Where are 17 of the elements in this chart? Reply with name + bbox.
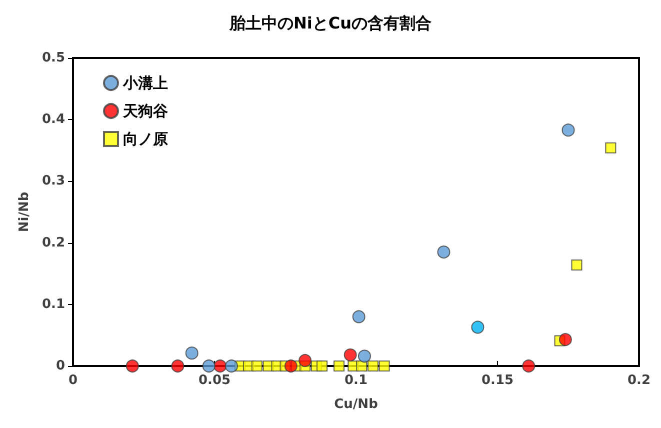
y-tick-label: 0.4 <box>42 112 65 128</box>
x-tick-label: 0 <box>68 373 78 388</box>
y-tick-label: 0.1 <box>42 296 65 312</box>
legend-label: 向ノ原 <box>123 130 168 148</box>
x-tick-label: 0.2 <box>627 373 651 388</box>
legend-label: 天狗谷 <box>122 102 169 120</box>
chart-title: 胎土中のNiとCuの含有割合 <box>228 14 432 32</box>
x-tick-label: 0.1 <box>344 373 368 388</box>
y-tick-label: 0.2 <box>42 235 65 250</box>
y-tick-label: 0 <box>56 358 65 374</box>
y-tick-label: 0.5 <box>42 50 65 66</box>
x-axis-title: Cu/Nb <box>334 397 378 412</box>
y-tick-label: 0.3 <box>42 174 65 189</box>
legend-label: 小溝上 <box>122 74 168 92</box>
y-axis-title: Ni/Nb <box>17 192 32 232</box>
x-tick-label: 0.05 <box>198 373 231 388</box>
x-tick-label: 0.15 <box>481 373 514 388</box>
